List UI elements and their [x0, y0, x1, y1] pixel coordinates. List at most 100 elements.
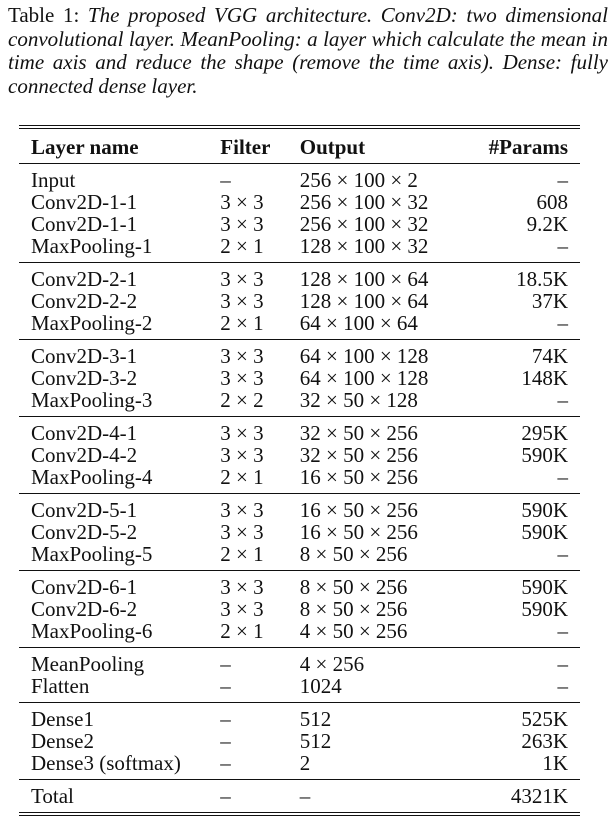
cell-layer-name: MaxPooling-6 — [31, 619, 153, 643]
cell-filter: 3 × 3 — [220, 498, 264, 522]
row-group: MeanPooling – 4 × 256 – Flatten – 1024 – — [19, 647, 580, 703]
cell-output: 512 — [299, 707, 332, 731]
row-group: Conv2D-3-1 3 × 3 64 × 100 × 128 74K Conv2D-3… — [19, 339, 580, 417]
cell-filter: 3 × 3 — [220, 190, 264, 214]
table-row: MeanPooling – 4 × 256 – — [19, 648, 580, 676]
cell-params: – — [557, 652, 569, 676]
cell-output: 16 × 50 × 256 — [299, 465, 418, 489]
cell-params: 263K — [521, 729, 568, 753]
cell-output: 2 — [299, 751, 311, 775]
table-row: MaxPooling-4 2 × 1 16 × 50 × 256 – — [19, 466, 580, 494]
cell-layer-name: Conv2D-2-1 — [31, 267, 138, 291]
cell-params: 590K — [521, 520, 568, 544]
cell-output: 256 × 100 × 2 — [299, 168, 418, 192]
cell-layer-name: Conv2D-1-1 — [31, 190, 138, 214]
cell-filter: – — [220, 674, 231, 698]
cell-params: 608 — [536, 190, 569, 214]
cell-params: – — [557, 311, 569, 335]
table-row: Conv2D-3-2 3 × 3 64 × 100 × 128 148K — [19, 367, 580, 389]
cell-params: 525K — [521, 707, 568, 731]
cell-params: – — [557, 168, 569, 192]
cell-filter: – — [220, 168, 231, 192]
cell-layer-name: MaxPooling-3 — [31, 388, 153, 412]
cell-layer-name: Conv2D-4-1 — [31, 421, 138, 445]
caption-label: Table 1: — [8, 3, 80, 27]
cell-params: 295K — [521, 421, 568, 445]
cell-filter: 3 × 3 — [220, 267, 264, 291]
cell-output: 16 × 50 × 256 — [299, 520, 418, 544]
cell-output: 32 × 50 × 256 — [299, 421, 418, 445]
row-group: Conv2D-4-1 3 × 3 32 × 50 × 256 295K Conv2D-4… — [19, 416, 580, 494]
cell-layer-name: Conv2D-6-2 — [31, 597, 138, 621]
cell-params: – — [557, 465, 569, 489]
table-row: Conv2D-1-1 3 × 3 256 × 100 × 32 9.2K — [19, 213, 580, 235]
cell-params: 4321K — [510, 784, 568, 808]
table-row: Conv2D-2-2 3 × 3 128 × 100 × 64 37K — [19, 290, 580, 312]
cell-layer-name: Dense3 (softmax) — [31, 751, 181, 775]
table-row: Conv2D-4-1 3 × 3 32 × 50 × 256 295K — [19, 417, 580, 445]
bottom-rule — [19, 812, 580, 816]
cell-output: 128 × 100 × 64 — [299, 289, 429, 313]
cell-params: 148K — [521, 366, 568, 390]
cell-output: 256 × 100 × 32 — [299, 212, 429, 236]
caption-text: The proposed VGG architecture. Conv2D: t… — [8, 3, 609, 98]
cell-output: 64 × 100 × 128 — [299, 366, 429, 390]
top-rule — [19, 125, 580, 129]
cell-params: 1K — [542, 751, 568, 775]
cell-layer-name: Conv2D-5-1 — [31, 498, 138, 522]
row-group: Total – – 4321K — [19, 779, 580, 813]
table-row: Conv2D-2-1 3 × 3 128 × 100 × 64 18.5K — [19, 263, 580, 291]
cell-layer-name: Dense2 — [31, 729, 94, 753]
cell-layer-name: Conv2D-6-1 — [31, 575, 138, 599]
table-row: MaxPooling-3 2 × 2 32 × 50 × 128 – — [19, 389, 580, 417]
cell-output: 4 × 256 — [299, 652, 365, 676]
cell-layer-name: Conv2D-4-2 — [31, 443, 138, 467]
cell-layer-name: MaxPooling-5 — [31, 542, 153, 566]
row-group: Dense1–512 525K Dense2–512 263K Dense3 (soft… — [19, 702, 580, 780]
cell-filter: 3 × 3 — [220, 575, 264, 599]
table-row: Flatten – 1024 – — [19, 675, 580, 703]
header-row: Layer name Filter Output #Params — [19, 129, 580, 164]
cell-params: 18.5K — [516, 267, 568, 291]
cell-output: 8 × 50 × 256 — [299, 575, 408, 599]
cell-params: 590K — [521, 575, 568, 599]
cell-output: 128 × 100 × 64 — [299, 267, 429, 291]
cell-output: 1024 — [299, 674, 342, 698]
table-row: Conv2D-1-1 3 × 3 256 × 100 × 32 608 — [19, 191, 580, 213]
cell-output: 512 — [299, 729, 332, 753]
table-container: Layer name Filter Output #Params Input – 2… — [19, 125, 580, 816]
cell-output: 8 × 50 × 256 — [299, 542, 408, 566]
header-layer-name: Layer name — [31, 135, 139, 159]
cell-layer-name: Total — [31, 784, 74, 808]
table-row: Input – 256 × 100 × 2 – — [19, 164, 580, 192]
cell-filter: 3 × 3 — [220, 289, 264, 313]
table-row: MaxPooling-2 2 × 1 64 × 100 × 64 – — [19, 312, 580, 340]
cell-filter: – — [220, 729, 231, 753]
cell-output: – — [299, 784, 311, 808]
table-row: Conv2D-5-2 3 × 3 16 × 50 × 256 590K — [19, 521, 580, 543]
cell-layer-name: MaxPooling-1 — [31, 234, 153, 258]
table-row: Conv2D-6-1 3 × 3 8 × 50 × 256 590K — [19, 571, 580, 599]
table-row: Total – – 4321K — [19, 780, 580, 813]
cell-output: 64 × 100 × 128 — [299, 344, 429, 368]
cell-layer-name: Conv2D-1-1 — [31, 212, 138, 236]
cell-filter: 2 × 2 — [220, 388, 264, 412]
cell-output: 16 × 50 × 256 — [299, 498, 418, 522]
cell-params: – — [557, 234, 569, 258]
table-row: Conv2D-3-1 3 × 3 64 × 100 × 128 74K — [19, 340, 580, 368]
table-row: MaxPooling-1 2 × 1 128 × 100 × 32 – — [19, 235, 580, 263]
cell-layer-name: Flatten — [31, 674, 90, 698]
cell-filter: – — [220, 652, 231, 676]
cell-output: 4 × 50 × 256 — [299, 619, 408, 643]
cell-filter: 2 × 1 — [220, 311, 264, 335]
cell-layer-name: MaxPooling-2 — [31, 311, 153, 335]
cell-params: – — [557, 619, 569, 643]
cell-params: 37K — [531, 289, 568, 313]
cell-layer-name: MaxPooling-4 — [31, 465, 153, 489]
cell-filter: 2 × 1 — [220, 234, 264, 258]
header-filter: Filter — [220, 135, 271, 159]
row-group: Conv2D-2-1 3 × 3 128 × 100 × 64 18.5K Conv2D… — [19, 262, 580, 340]
table-row: Dense1 – 512 525K — [19, 703, 580, 731]
table-row: MaxPooling-6 2 × 1 4 × 50 × 256 – — [19, 620, 580, 648]
cell-output: 128 × 100 × 32 — [299, 234, 429, 258]
